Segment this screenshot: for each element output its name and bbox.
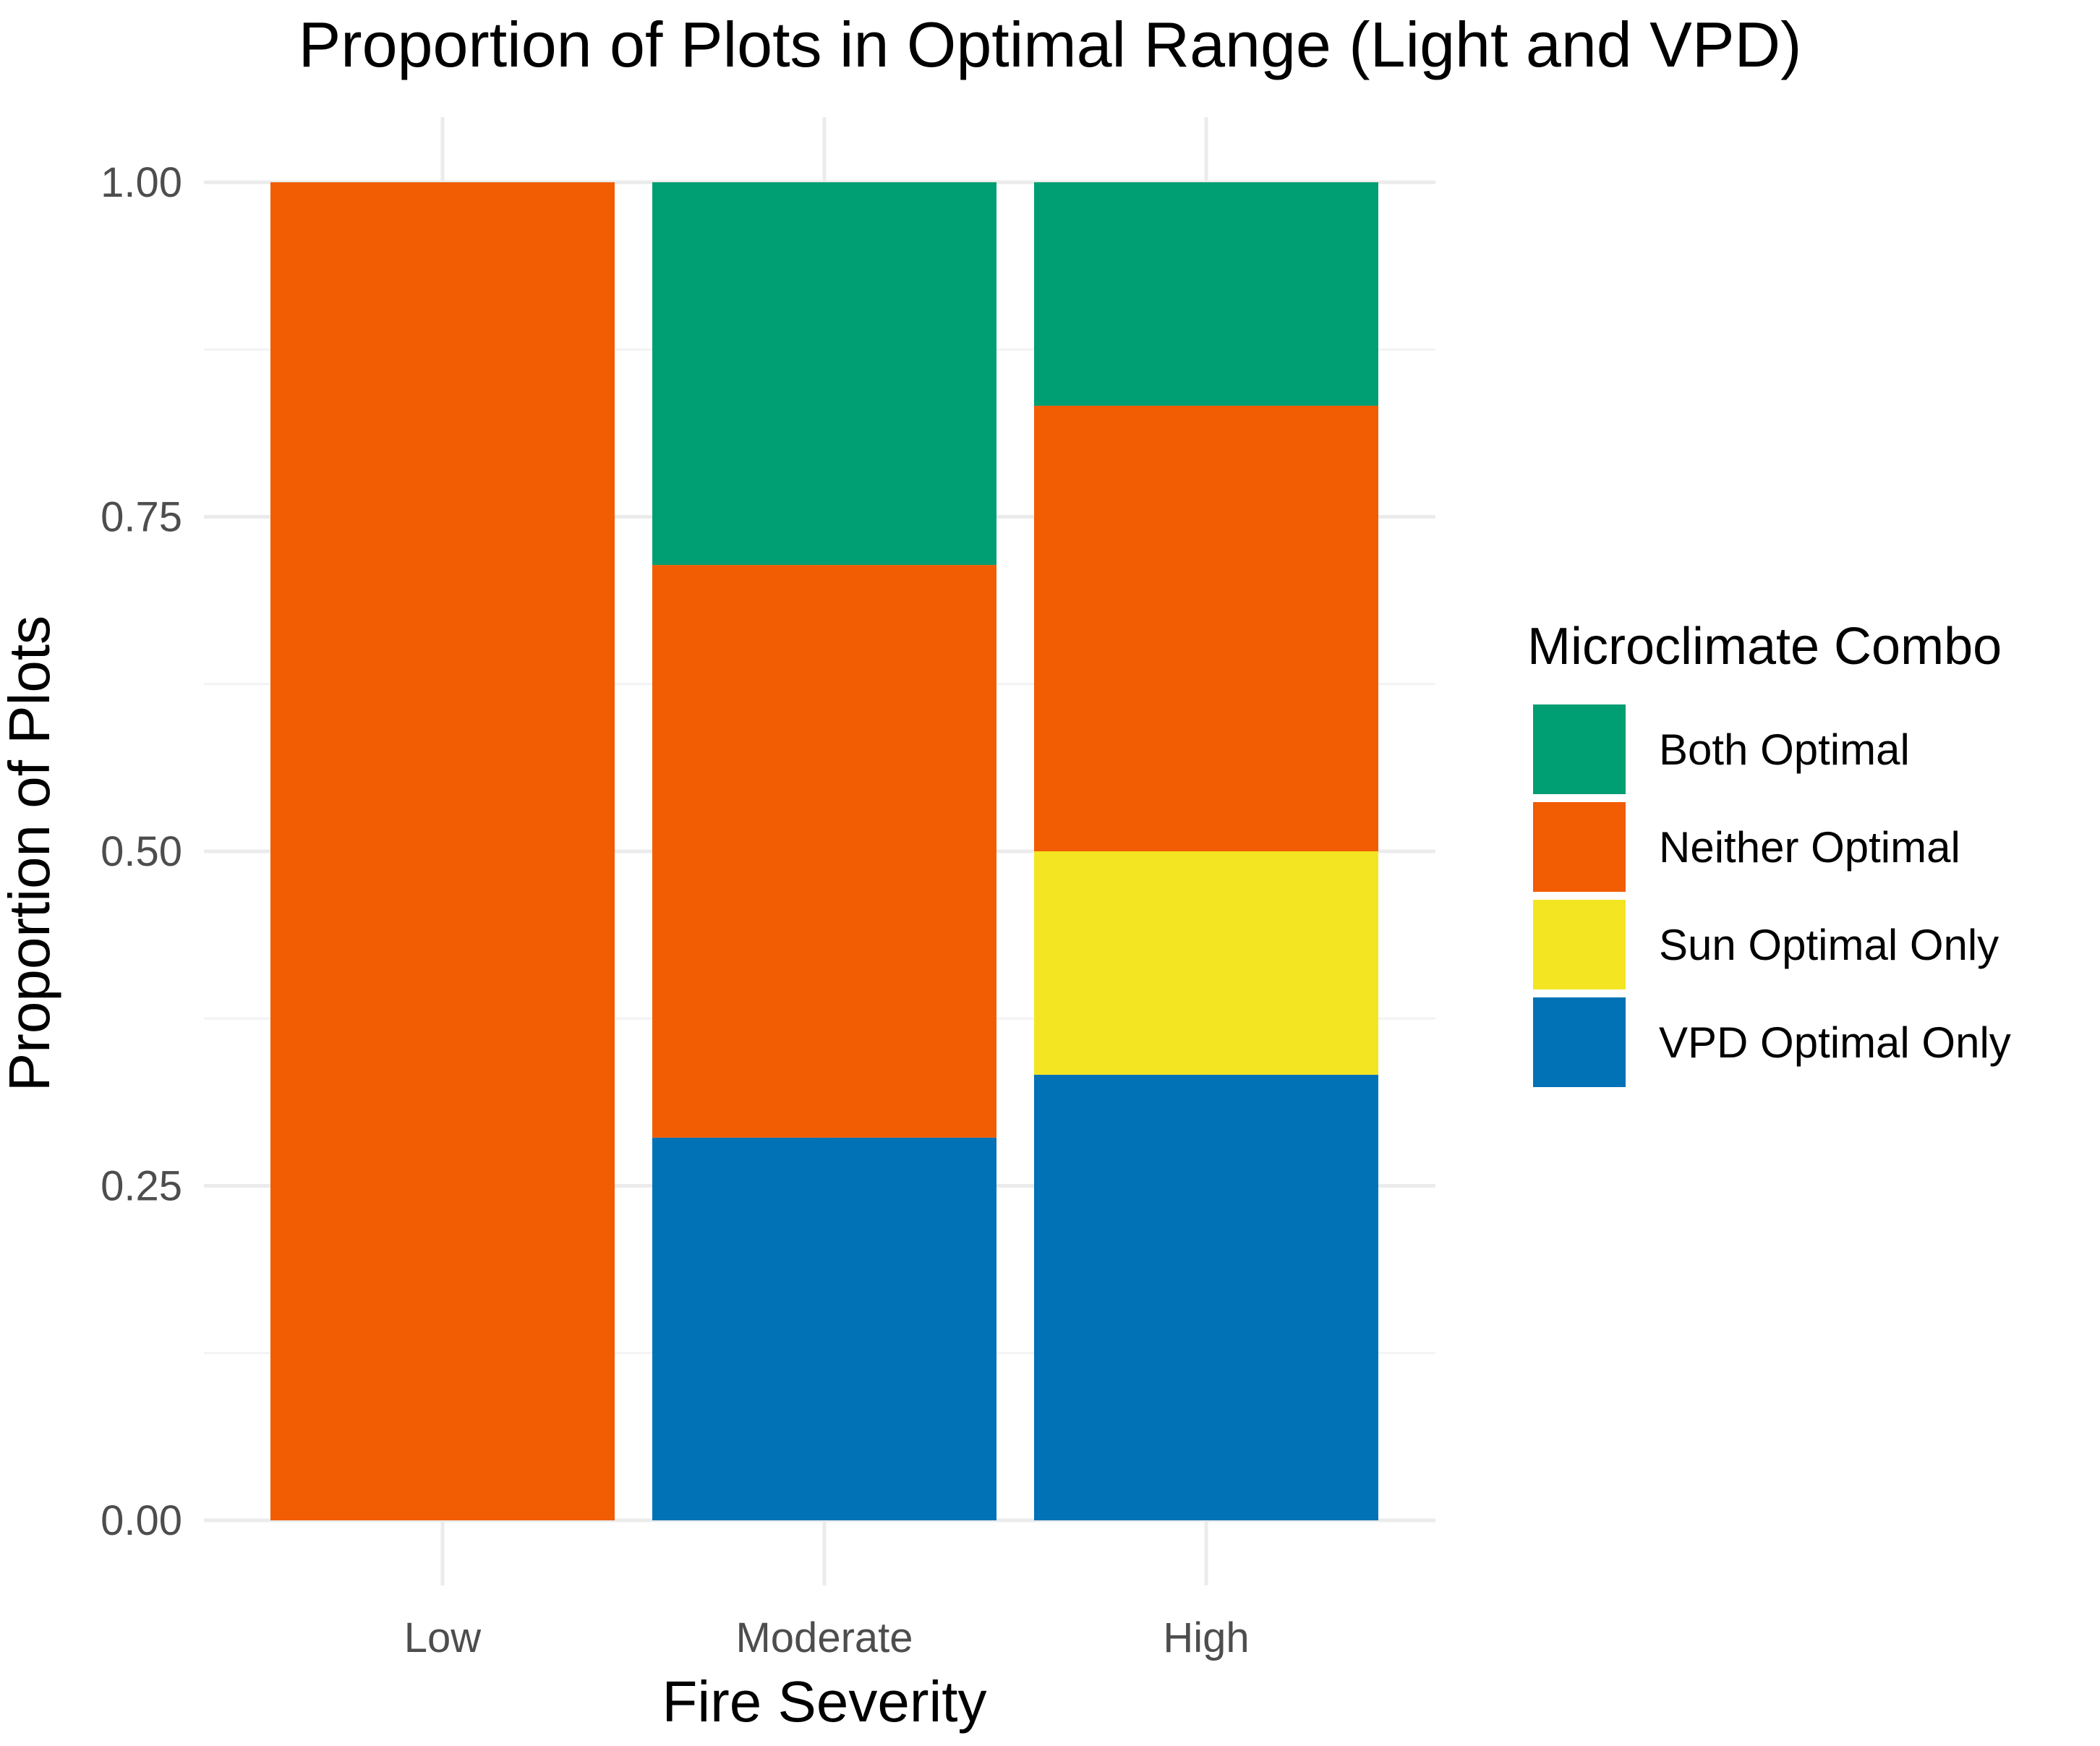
x-tick-label: Low [404,1614,482,1661]
y-axis-title: Proportion of Plots [0,616,61,1091]
y-tick-label: 0.75 [101,494,182,541]
legend-key-sun-optimal-only [1533,900,1626,989]
legend: Microclimate Combo Both Optimal Neither O… [1527,618,2011,1087]
bar-segment-both-optimal-high [1034,182,1378,406]
axis-ticks: 0.00 0.25 0.50 0.75 1.00 Low Moderate High [101,159,1250,1661]
bar-segment-sun-optimal-only-high [1034,851,1378,1075]
legend-label: Neither Optimal [1659,823,1960,872]
legend-items: Both Optimal Neither Optimal Sun Optimal O… [1533,704,2011,1087]
legend-label: Both Optimal [1659,725,1910,774]
y-tick-label: 0.00 [101,1497,182,1544]
x-tick-label: Moderate [735,1614,913,1661]
bar-segment-neither-optimal-low [270,182,615,1520]
x-axis-title: Fire Severity [662,1669,987,1734]
legend-title: Microclimate Combo [1527,618,2002,676]
bar-segment-both-optimal-moderate [652,182,996,566]
legend-key-neither-optimal [1533,802,1626,892]
x-tick-label: High [1163,1614,1249,1661]
y-tick-label: 0.25 [101,1163,182,1210]
legend-key-both-optimal [1533,704,1626,794]
bar-segment-neither-optimal-moderate [652,565,996,1138]
bar-segment-vpd-optimal-only-moderate [652,1137,996,1520]
bar-segment-neither-optimal-high [1034,405,1378,851]
chart-title: Proportion of Plots in Optimal Range (Li… [299,9,1802,80]
legend-label: VPD Optimal Only [1659,1018,2011,1067]
legend-label: Sun Optimal Only [1659,921,1999,969]
legend-key-vpd-optimal-only [1533,997,1626,1087]
bar-segment-vpd-optimal-only-high [1034,1074,1378,1520]
y-tick-label: 0.50 [101,828,182,875]
y-tick-label: 1.00 [101,159,182,206]
bars [270,182,1378,1520]
